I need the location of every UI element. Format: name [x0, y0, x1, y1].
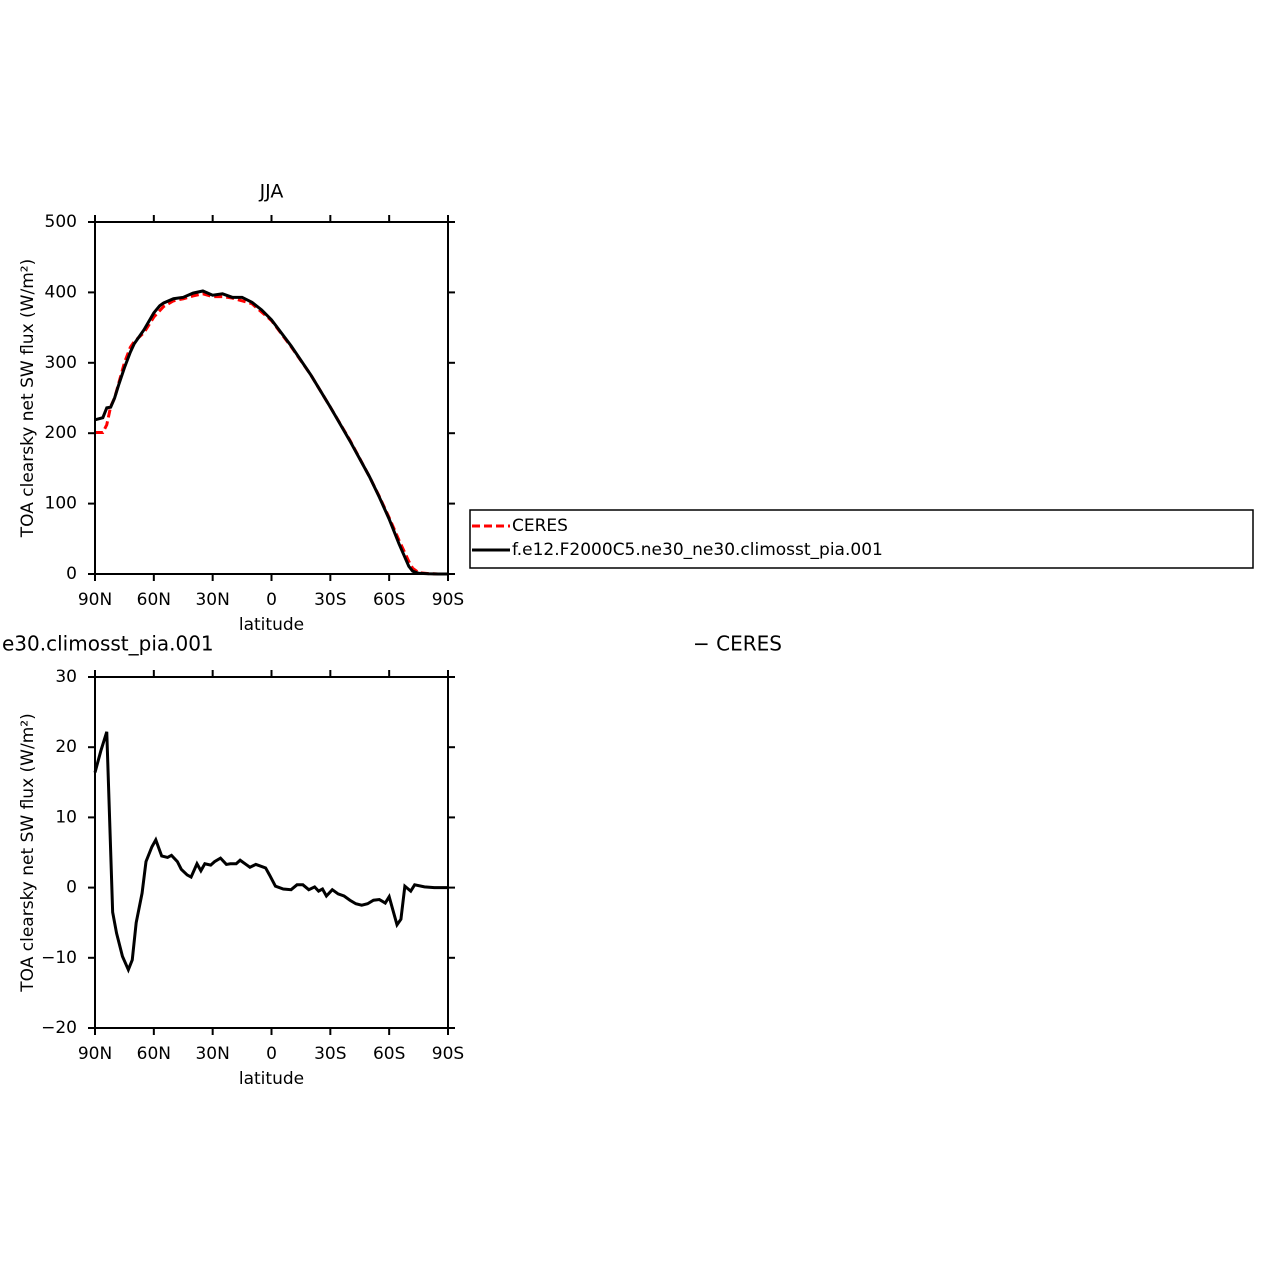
y-axis-label: TOA clearsky net SW flux (W/m²)	[18, 259, 38, 538]
x-axis-label: latitude	[239, 615, 304, 635]
x-tick-label: 30S	[314, 1044, 346, 1064]
y-tick-label: 20	[55, 737, 77, 757]
y-tick-label: 0	[66, 878, 77, 898]
y-tick-label: 100	[45, 494, 77, 514]
x-tick-label: 30N	[195, 1044, 229, 1064]
x-tick-label: 90N	[78, 590, 112, 610]
x-tick-label: 60S	[373, 590, 405, 610]
x-tick-label: 90N	[78, 1044, 112, 1064]
y-tick-label: 10	[55, 807, 77, 827]
legend-label: CERES	[512, 516, 568, 536]
y-tick-label: 0	[66, 564, 77, 584]
chart-title: − CERES	[693, 632, 782, 656]
x-tick-label: 30S	[314, 590, 346, 610]
y-tick-label: 300	[45, 353, 77, 373]
legend-box	[469, 509, 1254, 569]
y-tick-label: 400	[45, 282, 77, 302]
x-tick-label: 60N	[137, 1044, 171, 1064]
x-tick-label: 0	[266, 1044, 277, 1064]
legend-label: f.e12.F2000C5.ne30_ne30.climosst_pia.001	[512, 540, 883, 560]
y-tick-label: 200	[45, 423, 77, 443]
y-tick-label: −10	[41, 948, 77, 968]
x-tick-label: 0	[266, 590, 277, 610]
data-line	[93, 731, 448, 974]
x-tick-label: 60N	[137, 590, 171, 610]
chart-title: JJA	[259, 181, 284, 203]
y-axis-label: TOA clearsky net SW flux (W/m²)	[18, 713, 38, 992]
x-tick-label: 30N	[195, 590, 229, 610]
x-axis-label: latitude	[239, 1069, 304, 1089]
chart-title: e30.climosst_pia.001	[2, 632, 214, 656]
y-tick-label: −20	[41, 1018, 77, 1038]
data-line	[94, 289, 448, 576]
plot-frame	[94, 221, 449, 575]
plot-frame	[94, 676, 449, 1029]
y-tick-label: 500	[45, 212, 77, 232]
y-tick-label: 30	[55, 667, 77, 687]
x-tick-label: 60S	[373, 1044, 405, 1064]
x-tick-label: 90S	[432, 590, 464, 610]
x-tick-label: 90S	[432, 1044, 464, 1064]
